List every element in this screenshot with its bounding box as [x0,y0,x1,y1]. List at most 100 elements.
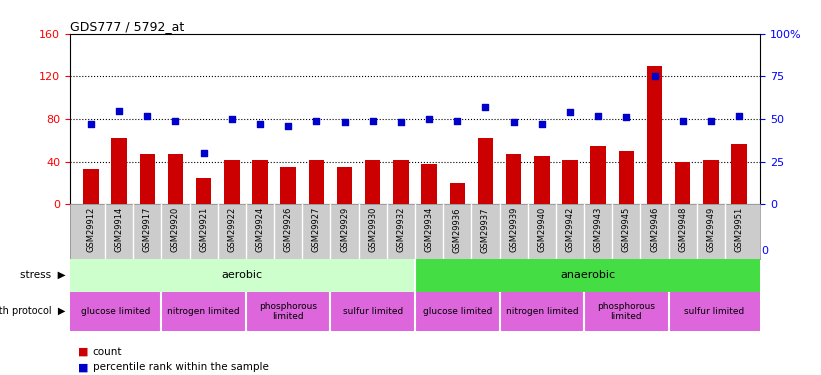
Bar [309,160,324,204]
Bar [337,167,352,204]
Point [451,118,464,124]
Bar [415,292,499,331]
Bar [562,160,578,204]
Bar [415,259,760,292]
Text: GSM29942: GSM29942 [566,207,575,252]
Bar [584,292,668,331]
Text: stress  ▶: stress ▶ [20,270,66,280]
Text: GSM29932: GSM29932 [397,207,406,252]
Bar [647,66,663,204]
Bar [668,292,760,331]
Text: nitrogen limited: nitrogen limited [506,307,578,316]
Text: phosphorous
limited: phosphorous limited [598,302,655,321]
Point [338,120,351,126]
Bar [619,151,634,204]
Bar [83,169,99,204]
Point [112,108,126,114]
Text: phosphorous
limited: phosphorous limited [259,302,317,321]
Text: GSM29920: GSM29920 [171,207,180,252]
Point [394,120,407,126]
Point [535,121,548,127]
Bar [112,138,127,204]
Point [620,114,633,120]
Bar [506,154,521,204]
Point [479,104,492,110]
Text: percentile rank within the sample: percentile rank within the sample [93,363,268,372]
Text: GSM29949: GSM29949 [706,207,715,252]
Text: GSM29927: GSM29927 [312,207,321,252]
Text: GSM29912: GSM29912 [86,207,95,252]
Point [197,150,210,156]
Text: GSM29922: GSM29922 [227,207,236,252]
Point [507,120,521,126]
Bar [478,138,493,204]
Text: 0: 0 [762,246,768,256]
Bar [675,162,690,204]
Text: glucose limited: glucose limited [81,307,150,316]
Text: aerobic: aerobic [222,270,263,280]
Text: growth protocol  ▶: growth protocol ▶ [0,306,66,316]
Text: GSM29930: GSM29930 [369,207,377,252]
Point [366,118,379,124]
Point [423,116,436,122]
Point [169,118,182,124]
Text: GSM29948: GSM29948 [678,207,687,252]
Point [254,121,267,127]
Text: GSM29951: GSM29951 [735,207,744,252]
Bar [590,146,606,204]
Bar [365,160,380,204]
Point [563,109,576,115]
Text: sulfur limited: sulfur limited [685,307,745,316]
Text: anaerobic: anaerobic [560,270,615,280]
Bar [281,167,296,204]
Text: GSM29939: GSM29939 [509,207,518,252]
Point [648,74,661,80]
Text: GSM29945: GSM29945 [621,207,631,252]
Bar [499,292,584,331]
Point [225,116,238,122]
Point [704,118,718,124]
Text: glucose limited: glucose limited [423,307,492,316]
Bar [393,160,409,204]
Text: GSM29914: GSM29914 [115,207,124,252]
Bar [167,154,183,204]
Bar [70,292,162,331]
Point [592,112,605,118]
Text: ■: ■ [78,363,89,372]
Bar [421,164,437,204]
Point [282,123,295,129]
Text: GSM29924: GSM29924 [255,207,264,252]
Bar [196,178,211,204]
Bar [732,144,747,204]
Text: GSM29929: GSM29929 [340,207,349,252]
Bar [224,160,240,204]
Text: GSM29943: GSM29943 [594,207,603,252]
Text: GSM29940: GSM29940 [537,207,546,252]
Bar [246,292,331,331]
Bar [450,183,465,204]
Bar [534,156,549,204]
Text: GSM29917: GSM29917 [143,207,152,252]
Text: GSM29921: GSM29921 [200,207,209,252]
Bar [162,292,246,331]
Bar [252,160,268,204]
Point [732,112,745,118]
Point [310,118,323,124]
Point [85,121,98,127]
Text: count: count [93,347,122,357]
Bar [703,160,718,204]
Text: GSM29934: GSM29934 [424,207,433,252]
Bar [331,292,415,331]
Bar [70,259,415,292]
Bar [140,154,155,204]
Text: GDS777 / 5792_at: GDS777 / 5792_at [70,20,184,33]
Text: GSM29926: GSM29926 [284,207,293,252]
Text: sulfur limited: sulfur limited [342,307,403,316]
Text: ■: ■ [78,347,89,357]
Point [140,112,154,118]
Text: nitrogen limited: nitrogen limited [167,307,240,316]
Text: GSM29936: GSM29936 [453,207,461,253]
Point [677,118,690,124]
Text: GSM29946: GSM29946 [650,207,659,252]
Text: GSM29937: GSM29937 [481,207,490,253]
